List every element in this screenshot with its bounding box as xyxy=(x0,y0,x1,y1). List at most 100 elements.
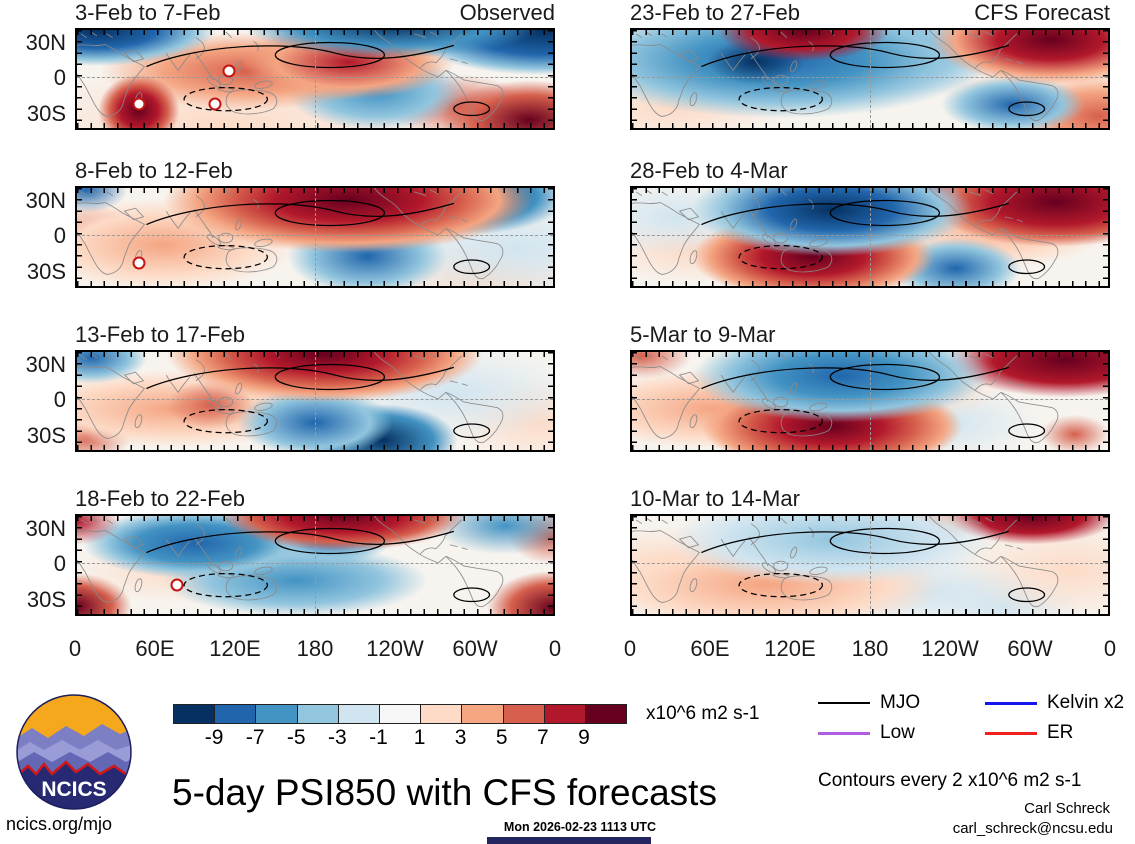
legend-label: Kelvin x2 xyxy=(1047,692,1125,713)
panel-title: 13-Feb to 17-Feb xyxy=(75,322,245,347)
y-axis-label: 30S xyxy=(26,259,66,284)
cyclone-icon xyxy=(170,578,184,592)
colorbar-segment xyxy=(215,705,257,723)
panel-header: 5-Mar to 9-Mar xyxy=(630,322,1110,348)
left-axis-ticks xyxy=(632,352,637,450)
left-axis-ticks xyxy=(77,30,82,128)
panel-title: 23-Feb to 27-Feb xyxy=(630,0,800,25)
contour-legend: MJO Low Kelvin x2 ER xyxy=(818,692,1135,756)
x-axis-label: 180 xyxy=(851,636,889,661)
y-axis-label: 30S xyxy=(26,101,66,126)
dateline-dashed-line xyxy=(870,188,871,286)
colorbar-segment xyxy=(421,705,463,723)
panel-header: 13-Feb to 17-Feb xyxy=(75,322,555,348)
colorbar-tick: 9 xyxy=(578,726,590,749)
left-axis-ticks xyxy=(632,30,637,128)
colorbar-segment xyxy=(297,705,339,723)
logo-text: NCICS xyxy=(41,778,106,801)
panel-header: 28-Feb to 4-Mar xyxy=(630,158,1110,184)
dateline-dashed-line xyxy=(870,516,871,614)
x-axis-label: 180 xyxy=(296,636,334,661)
legend-line xyxy=(985,731,1037,735)
panel-title: 28-Feb to 4-Mar xyxy=(630,158,788,183)
map-canvas xyxy=(630,186,1110,288)
y-axis-label: 30S xyxy=(26,423,66,448)
map-canvas xyxy=(75,28,555,130)
legend-item: ER xyxy=(985,722,1073,744)
creation-timestamp: Mon 2026-02-23 1113 UTC xyxy=(503,820,657,834)
colorbar-tick: 7 xyxy=(536,726,549,749)
left-axis-ticks xyxy=(632,188,637,286)
x-axis-label: 120W xyxy=(921,636,979,661)
contour-interval-note: Contours every 2 x10^6 m2 s-1 xyxy=(818,770,1082,791)
ncics-logo: NCICS xyxy=(16,694,132,810)
colorbar-tick: -1 xyxy=(369,726,388,749)
right-axis-ticks xyxy=(1103,188,1108,286)
map-panel: 5-Mar to 9-Mar xyxy=(630,322,1110,452)
left-axis-ticks xyxy=(77,352,82,450)
dateline-dashed-line xyxy=(315,188,316,286)
map-panel: 28-Feb to 4-Mar xyxy=(630,158,1110,288)
legend-label: Low xyxy=(880,722,915,743)
x-axis-label: 0 xyxy=(623,636,637,661)
map-panel: 8-Feb to 12-Feb xyxy=(75,158,555,288)
y-axis-label: 30S xyxy=(26,587,66,612)
map-canvas xyxy=(75,514,555,616)
map-canvas xyxy=(630,28,1110,130)
cyclone-icon xyxy=(132,97,146,110)
x-axis-label: 60E xyxy=(135,636,175,661)
map-panel: 13-Feb to 17-Feb xyxy=(75,322,555,452)
colorbar-segment xyxy=(462,705,504,723)
right-axis-ticks xyxy=(1103,516,1108,614)
author-name: Carl Schreck xyxy=(1024,800,1110,817)
panel-header: 10-Mar to 14-Mar xyxy=(630,486,1110,512)
colorbar-tick: 1 xyxy=(413,726,426,749)
colorbar-tick: -9 xyxy=(204,726,224,749)
legend-item: MJO xyxy=(818,692,920,714)
website-url: ncics.org/mjo xyxy=(6,814,113,834)
coastlines-and-contours xyxy=(77,516,504,608)
x-axis-label: 120E xyxy=(764,636,816,661)
figure-title: 5-day PSI850 with CFS forecasts xyxy=(172,772,717,813)
panel-header: 18-Feb to 22-Feb xyxy=(75,486,555,512)
y-axis-label: 30N xyxy=(25,30,66,55)
colorbar-tick: -5 xyxy=(286,726,306,749)
legend-line xyxy=(818,701,870,705)
legend-label: MJO xyxy=(880,692,921,713)
colorbar-tick: -3 xyxy=(328,726,347,749)
panel-header: 3-Feb to 7-Feb Observed xyxy=(75,0,555,26)
colorbar-segment xyxy=(544,705,586,723)
panel-title: 5-Mar to 9-Mar xyxy=(630,322,776,347)
panel-header: 8-Feb to 12-Feb xyxy=(75,158,555,184)
y-axis-label: 30N xyxy=(25,188,66,213)
panel-title: 3-Feb to 7-Feb xyxy=(75,0,221,25)
x-axis-label: 120E xyxy=(209,636,261,661)
legend-line xyxy=(985,701,1037,705)
dateline-dashed-line xyxy=(870,30,871,128)
y-axis-label: 30N xyxy=(25,352,66,377)
y-axis-label: 30N xyxy=(25,516,66,541)
legend-item: Kelvin x2 xyxy=(985,692,1124,714)
coastlines-and-contours xyxy=(632,516,1059,608)
right-axis-ticks xyxy=(548,30,553,128)
x-axis-label: 60W xyxy=(452,636,498,661)
dateline-dashed-line xyxy=(870,352,871,450)
legend-line xyxy=(818,731,870,735)
dateline-dashed-line xyxy=(315,352,316,450)
y-axis-label: 0 xyxy=(53,387,66,412)
colorbar-units: x10^6 m2 s-1 xyxy=(646,703,760,724)
map-panel: 18-Feb to 22-Feb xyxy=(75,486,555,616)
colorbar-segment xyxy=(503,705,545,723)
map-canvas xyxy=(75,350,555,452)
panel-header: 23-Feb to 27-Feb CFS Forecast xyxy=(630,0,1110,26)
colorbar-segment xyxy=(379,705,422,723)
colorbar xyxy=(173,704,627,724)
y-axis-label: 0 xyxy=(53,65,66,90)
colorbar-tick-labels: -9 -7 -5 -3 -1 1 3 5 7 9 xyxy=(173,726,627,752)
dateline-dashed-line xyxy=(315,30,316,128)
right-axis-ticks xyxy=(1103,352,1108,450)
x-axis-label: 0 xyxy=(68,636,82,661)
right-axis-ticks xyxy=(548,516,553,614)
cyclone-icon xyxy=(222,64,236,78)
